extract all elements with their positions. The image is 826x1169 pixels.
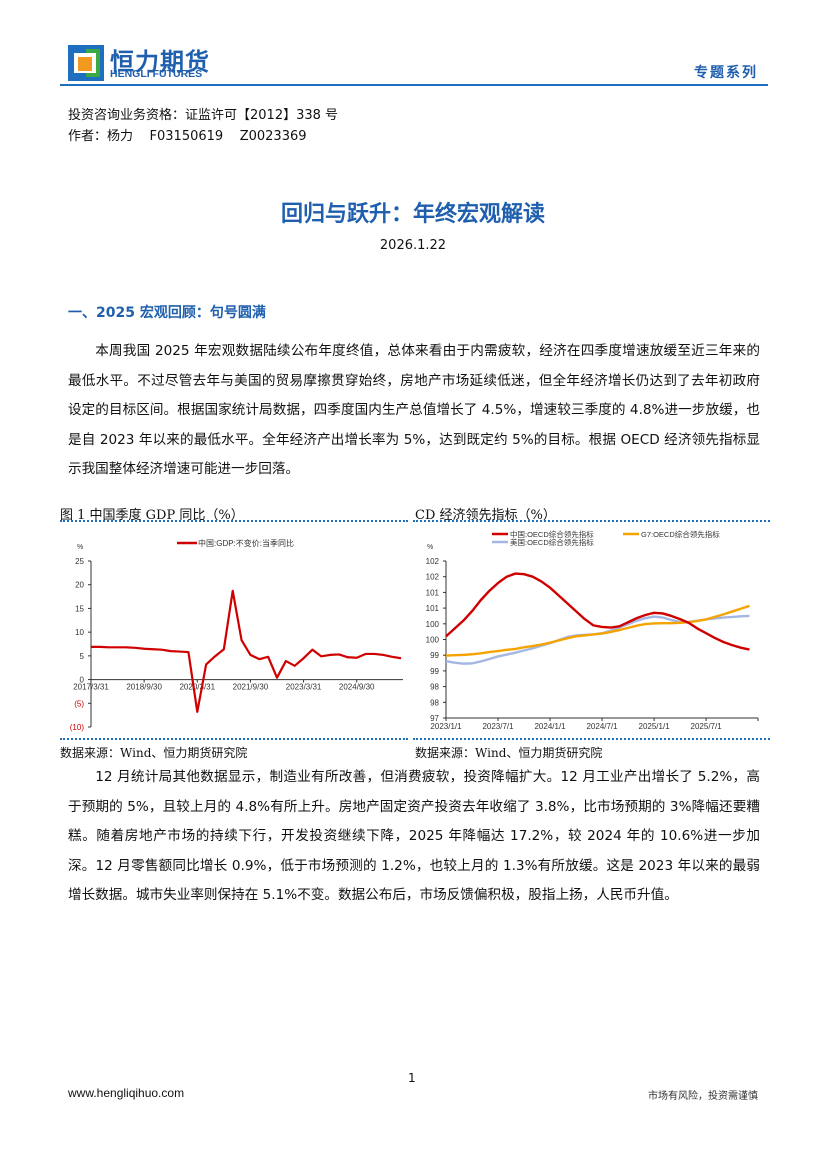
- page-title: 回归与跃升：年终宏观解读: [280, 202, 545, 227]
- brand-name-cn: 恒力期货: [110, 48, 210, 76]
- brand-name-en: HENGLI FUTURES: [110, 68, 203, 80]
- y-tick-label: 99: [430, 651, 439, 660]
- x-tick-label: 2023/7/1: [482, 722, 514, 731]
- author: 作者：杨力 F03150619 Z0023369: [68, 129, 307, 144]
- y-tick-label: 100: [426, 620, 440, 629]
- y-tick-label: 20: [75, 581, 84, 590]
- y-tick-label: (10): [70, 723, 85, 732]
- logo: [68, 45, 104, 81]
- y-tick-label: 10: [75, 628, 84, 637]
- y-tick-label: (5): [74, 699, 84, 708]
- y-tick-label: 25: [75, 557, 84, 566]
- legend-label: 中国:GDP:不变价:当季同比: [198, 538, 294, 548]
- y-tick-label: 98: [430, 683, 439, 692]
- y-tick-label: 100: [426, 636, 440, 645]
- qualification: 投资咨询业务资格：证监许可【2012】338 号: [68, 108, 339, 123]
- figure-1-title: 图 1 中国季度 GDP 同比（%）: [60, 508, 244, 523]
- paragraph-1: 本周我国 2025 年宏观数据陆续公布年度终值，总体来看由于内需疲软，经济在四季…: [68, 343, 760, 477]
- legend-label: G7:OECD综合领先指标: [641, 529, 720, 539]
- y-tick-label: 102: [426, 557, 440, 566]
- oecd-series-line-1: [445, 604, 750, 657]
- figure-2-source: 数据来源：Wind、恒力期货研究院: [415, 746, 603, 760]
- figure-1-bottom-rule: [60, 738, 408, 740]
- paragraph-2: 12 月统计局其他数据显示，制造业有所改善，但消费疲软，投资降幅扩大。12 月工…: [68, 769, 760, 903]
- figure-1-source: 数据来源：Wind、恒力期货研究院: [60, 746, 248, 760]
- figure-1-rule: [60, 520, 408, 522]
- figure-2-title: CD 经济领先指标（%）: [415, 508, 556, 523]
- date: 2026.1.22: [379, 238, 447, 253]
- x-tick-label: 2023/3/31: [286, 683, 322, 692]
- series-label: 专题系列: [694, 65, 758, 81]
- x-tick-label: 2023/1/1: [430, 722, 462, 731]
- x-tick-label: 2024/9/30: [339, 683, 375, 692]
- x-tick-label: 2025/7/1: [691, 722, 723, 731]
- y-tick-label: 15: [75, 604, 84, 613]
- y-tick-label: 101: [426, 604, 440, 613]
- y-axis-unit: %: [77, 544, 83, 551]
- y-tick-label: 97: [430, 714, 439, 723]
- x-tick-label: 2021/9/30: [233, 683, 269, 692]
- figure-2-rule: [413, 520, 770, 522]
- header-divider: [60, 84, 768, 86]
- x-tick-label: 2020/3/31: [179, 683, 215, 692]
- legend-label: 美国:OECD综合领先指标: [510, 537, 594, 547]
- legend-label: 中国:OECD综合领先指标: [510, 529, 594, 539]
- y-axis-unit: %: [427, 544, 433, 551]
- x-tick-label: 2024/7/1: [586, 722, 618, 731]
- page-number: 1: [408, 1071, 416, 1085]
- x-tick-label: 2017/3/31: [73, 683, 109, 692]
- oecd-series-line-2: [445, 614, 750, 665]
- disclaimer: 市场有风险，投资需谨慎: [648, 1091, 758, 1102]
- gdp-series-line: [91, 589, 402, 713]
- y-tick-label: 5: [80, 652, 85, 661]
- y-tick-label: 99: [430, 667, 439, 676]
- x-tick-label: 2025/1/1: [639, 722, 671, 731]
- y-tick-label: 98: [430, 698, 439, 707]
- x-tick-label: 2024/1/1: [534, 722, 566, 731]
- x-tick-label: 2018/9/30: [126, 683, 162, 692]
- website-link[interactable]: www.hengliqihuo.com: [68, 1086, 185, 1100]
- y-tick-label: 102: [426, 573, 440, 582]
- figure-2-bottom-rule: [413, 738, 770, 740]
- oecd-series-line-0: [445, 572, 750, 651]
- y-tick-label: 0: [80, 676, 85, 685]
- section-heading: 一、2025 宏观回顾：句号圆满: [68, 305, 266, 321]
- y-tick-label: 101: [426, 588, 440, 597]
